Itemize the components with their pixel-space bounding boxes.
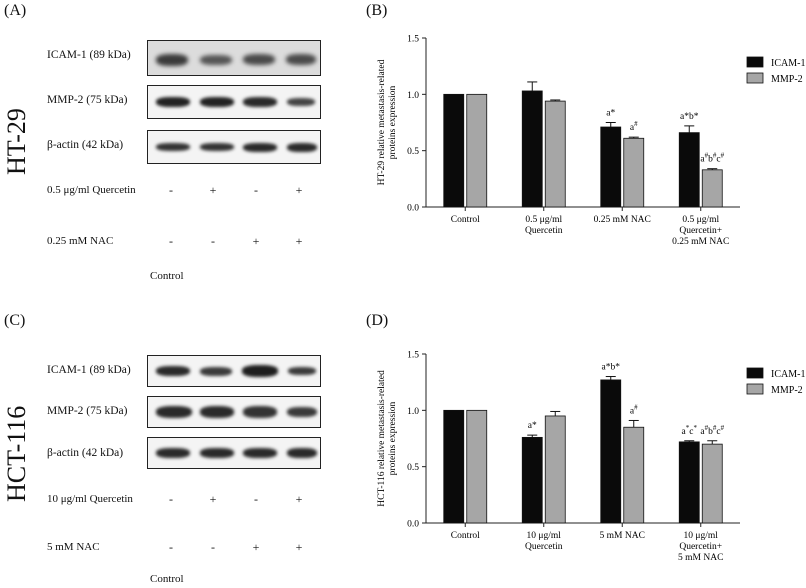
blot-a-row-label-mmp2: MMP-2 (75 kDa) — [47, 94, 128, 106]
x-tick-label: Quercetin+ — [679, 226, 722, 236]
significance-annotation: a# — [630, 403, 638, 416]
x-tick-label: Control — [451, 215, 480, 225]
panel-label-a: (A) — [4, 2, 27, 19]
legend-swatch-mmp-2 — [746, 383, 764, 395]
legend-label-icam-1: ICAM-1 — [771, 58, 805, 69]
bar-mmp-2 — [623, 426, 645, 524]
legend-swatch-icam-1 — [746, 56, 764, 68]
y-axis-label: proteins expression — [388, 85, 398, 159]
y-tick-label: 0.5 — [407, 463, 419, 473]
y-axis-label: HT-29 relative metastasis-related — [377, 59, 387, 185]
significance-annotation: a* — [528, 421, 537, 431]
bar-icam-1 — [521, 436, 543, 524]
blot-c-bactin-image — [147, 437, 321, 469]
blot-c-mmp2-image — [147, 396, 321, 428]
blot-a-mmp2-image — [147, 85, 321, 119]
x-tick-label: Control — [451, 531, 480, 541]
blot-a-icam1-image — [147, 40, 321, 76]
x-tick-label: Quercetin — [525, 226, 563, 236]
blot-c-row-label-bactin: β-actin (42 kDa) — [47, 447, 124, 459]
y-tick-label: 1.5 — [407, 351, 419, 361]
blot-a-sign: - — [169, 234, 173, 248]
blot-a-sign: + — [295, 234, 303, 248]
blot-c-sign: + — [295, 540, 303, 554]
panel-label-b: (B) — [366, 2, 388, 19]
panel-label-c: (C) — [4, 312, 26, 329]
x-tick-label: 5 mM NAC — [600, 531, 645, 541]
significance-annotation: a*c* — [682, 424, 698, 437]
bar-icam-1 — [443, 93, 465, 208]
blot-c-sign: - — [169, 492, 173, 506]
blot-c-row-label-mmp2: MMP-2 (75 kDa) — [47, 405, 128, 417]
bar-icam-1 — [600, 379, 622, 524]
y-tick-label: 1.0 — [407, 407, 419, 417]
blot-c-sign: + — [209, 492, 217, 506]
blot-c-sign: + — [252, 540, 260, 554]
blot-a-sign: + — [295, 183, 303, 197]
legend-label-mmp-2: MMP-2 — [771, 74, 803, 85]
y-tick-label: 1.0 — [407, 91, 419, 101]
blot-a-row-label-bactin: β-actin (42 kDa) — [47, 139, 124, 151]
blot-a-sign: - — [211, 234, 215, 248]
x-tick-label: 0.5 μg/ml — [682, 215, 719, 225]
bar-mmp-2 — [466, 409, 488, 524]
y-tick-label: 0.5 — [407, 147, 419, 157]
y-axis-label: proteins expression — [388, 401, 398, 475]
blot-c-sign: - — [211, 540, 215, 554]
y-tick-label: 0.0 — [407, 204, 419, 214]
significance-annotation: a*b* — [680, 112, 699, 122]
x-tick-label: 10 μg/ml — [527, 531, 562, 541]
blot-c-sign: - — [254, 492, 258, 506]
y-tick-label: 1.5 — [407, 35, 419, 45]
x-tick-label: 0.5 μg/ml — [525, 215, 562, 225]
legend-label-mmp-2: MMP-2 — [771, 385, 803, 396]
blot-c-icam1-image — [147, 355, 321, 387]
blot-c-treatment-quercetin: 10 μg/ml Quercetin — [47, 493, 133, 505]
significance-annotation: a#b#c# — [700, 152, 724, 165]
blot-c-treatment-nac: 5 mM NAC — [47, 541, 100, 553]
bar-icam-1 — [678, 441, 700, 524]
legend-swatch-icam-1 — [746, 367, 764, 379]
blot-a-row-label-icam1: ICAM-1 (89 kDa) — [47, 49, 131, 61]
x-tick-label: 0.25 mM NAC — [594, 215, 651, 225]
blot-c-footer: Control — [150, 573, 184, 585]
blot-a-bactin-image — [147, 130, 321, 164]
x-tick-label: Quercetin+ — [679, 542, 722, 552]
significance-annotation: a# — [630, 120, 638, 133]
blot-a-sign: + — [209, 183, 217, 197]
blot-a-sign: - — [169, 183, 173, 197]
blot-a-treatment-nac: 0.25 mM NAC — [47, 235, 114, 247]
x-tick-label: Quercetin — [525, 542, 563, 552]
significance-annotation: a* — [606, 109, 615, 119]
y-axis-label: HCT-116 relative metastasis-related — [377, 370, 387, 507]
blot-c-sign: + — [295, 492, 303, 506]
bar-mmp-2 — [701, 443, 723, 524]
bar-mmp-2 — [466, 93, 488, 208]
x-tick-label: 0.25 mM NAC — [672, 237, 729, 247]
legend-label-icam-1: ICAM-1 — [771, 369, 805, 380]
significance-annotation: a#b#c# — [700, 424, 724, 437]
legend-swatch-mmp-2 — [746, 72, 764, 84]
x-tick-label: 5 mM NAC — [678, 553, 723, 563]
y-tick-label: 0.0 — [407, 520, 419, 530]
blot-c-row-label-icam1: ICAM-1 (89 kDa) — [47, 364, 131, 376]
x-tick-label: 10 μg/ml — [684, 531, 719, 541]
significance-annotation: a*b* — [602, 363, 621, 373]
blot-a-sign: + — [252, 234, 260, 248]
panel-label-d: (D) — [366, 312, 389, 329]
blot-c-sign: - — [169, 540, 173, 554]
blot-a-sign: - — [254, 183, 258, 197]
bar-icam-1 — [443, 409, 465, 524]
bar-mmp-2 — [544, 415, 566, 524]
blot-a-treatment-quercetin: 0.5 μg/ml Quercetin — [47, 184, 136, 196]
blot-a-footer: Control — [150, 270, 184, 282]
